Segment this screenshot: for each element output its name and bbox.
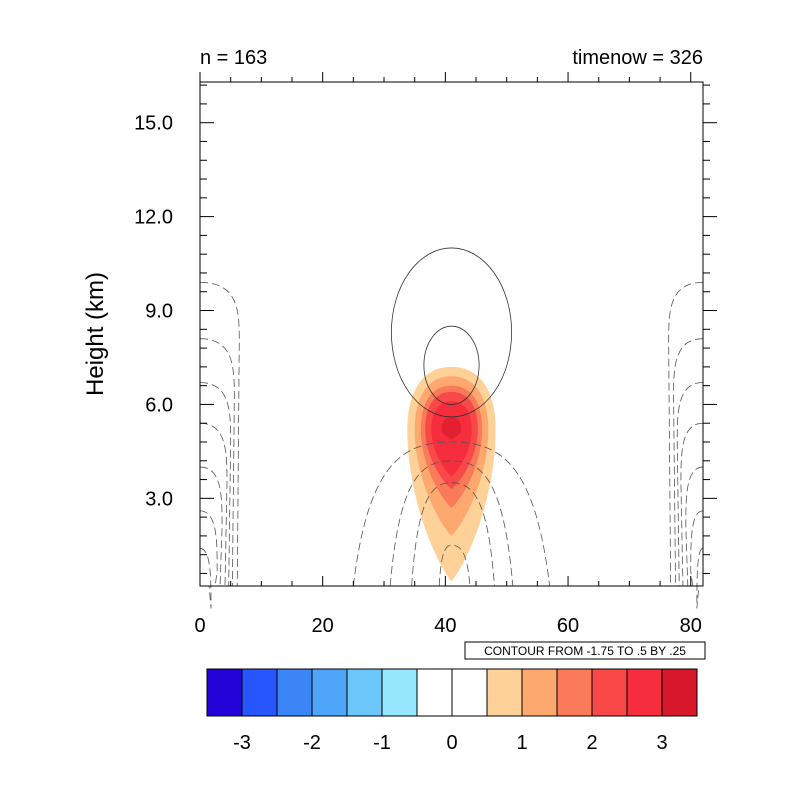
header-right-text: timenow = 326 [572, 47, 703, 69]
negative-contour-left-6 [199, 510, 218, 587]
y-tick-label: 9.0 [145, 301, 173, 323]
colorbar-swatch [381, 668, 418, 717]
shaded-field [407, 366, 496, 582]
negative-contour-right-6 [690, 510, 704, 587]
positive-contour-1 [390, 247, 513, 418]
negative-contour-right-4 [680, 422, 704, 587]
colorbar-swatch [486, 668, 523, 717]
colorbar-swatch [521, 668, 558, 717]
y-tick-label: 15.0 [134, 113, 173, 135]
colorbar-label: 1 [516, 732, 527, 754]
negative-contour-center-3 [389, 460, 514, 587]
negative-contour-left-5 [199, 466, 223, 587]
contour-info-text: CONTOUR FROM -1.75 TO .5 BY .25 [484, 644, 686, 658]
negative-contour-right-5 [685, 466, 704, 587]
negative-contour-left-1 [199, 281, 240, 587]
fill-level-3 [441, 416, 462, 439]
y-tick-labels: 3.0 6.0 9.0 12.0 15.0 [134, 113, 173, 511]
negative-contour-right-1 [668, 281, 704, 587]
line-contours [199, 247, 704, 609]
y-tick-label: 6.0 [145, 394, 173, 416]
colorbar-swatch [346, 668, 383, 717]
y-axis-label: Height (km) [82, 272, 109, 396]
colorbar-label: 0 [446, 732, 457, 754]
colorbar-swatch [311, 668, 348, 717]
colorbar-label: -2 [303, 732, 321, 754]
negative-contour-right-3 [676, 382, 704, 587]
colorbar-swatch [206, 668, 243, 717]
colorbar-swatch [556, 668, 593, 717]
header-left-text: n = 163 [200, 47, 267, 69]
colorbar-swatch [661, 668, 698, 717]
colorbar-swatch [591, 668, 628, 717]
x-tick-label: 60 [557, 615, 579, 637]
negative-contour-left-7 [199, 548, 212, 609]
colorbar-label: -1 [373, 732, 391, 754]
negative-contour-center-4 [352, 441, 551, 587]
colorbar-swatch [451, 668, 488, 717]
contour-info-box [464, 641, 706, 660]
negative-contour-left-3 [199, 382, 232, 587]
colorbar-label: 2 [586, 732, 597, 754]
colorbar-swatch [241, 668, 278, 717]
x-tick-label: 0 [194, 615, 205, 637]
colorbar-labels: -3 -2 -1 0 1 2 3 [233, 732, 667, 754]
x-tick-label: 80 [680, 615, 702, 637]
y-tick-label: 3.0 [145, 488, 173, 510]
axis-ticks [199, 72, 717, 586]
colorbar-swatch [416, 668, 453, 717]
negative-contour-right-7 [696, 548, 704, 609]
colorbar-label: -3 [233, 732, 251, 754]
y-tick-label: 12.0 [134, 207, 173, 229]
colorbar [206, 668, 698, 717]
colorbar-swatch [276, 668, 313, 717]
negative-contour-left-4 [199, 422, 228, 587]
plot-frame [199, 81, 704, 587]
negative-contour-left-2 [199, 338, 235, 587]
positive-contour-2 [423, 325, 480, 405]
negative-contour-center-2 [411, 482, 495, 587]
x-tick-label: 40 [434, 615, 456, 637]
colorbar-label: 3 [656, 732, 667, 754]
x-tick-labels: 0 20 40 60 80 [194, 615, 701, 637]
x-tick-label: 20 [312, 615, 334, 637]
negative-contour-right-2 [673, 338, 704, 587]
colorbar-swatch [626, 668, 663, 717]
